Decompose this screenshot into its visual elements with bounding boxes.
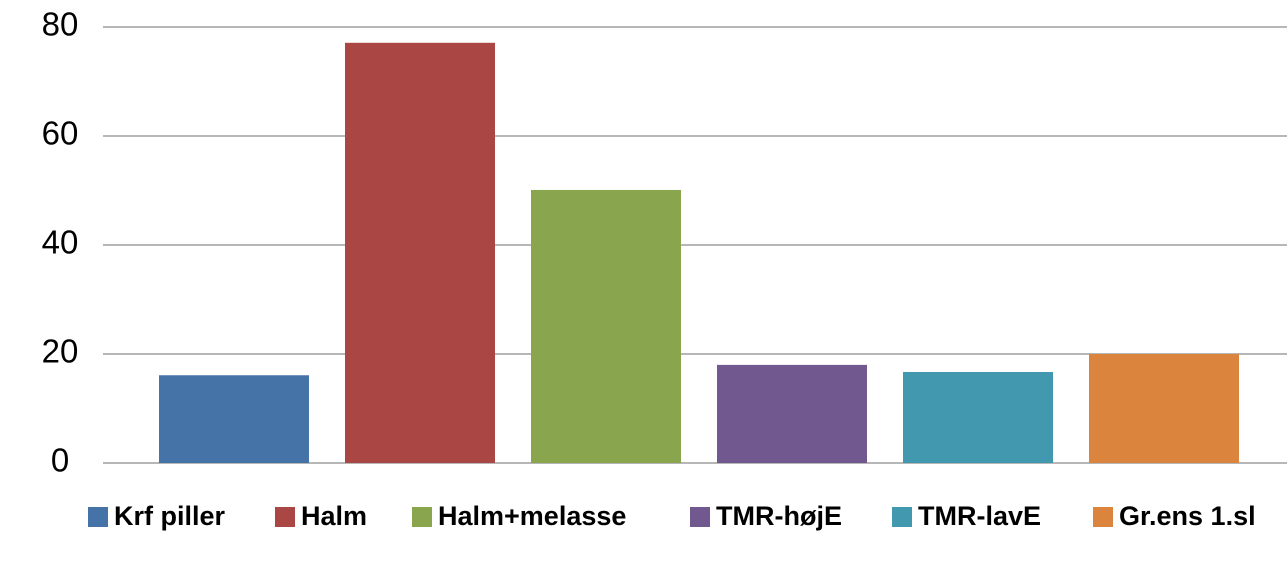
legend-swatch <box>275 507 295 527</box>
legend-swatch <box>1093 507 1113 527</box>
legend-swatch <box>892 507 912 527</box>
y-tick-label: 0 <box>51 442 69 479</box>
y-tick-label: 40 <box>42 224 79 261</box>
legend-swatch <box>88 507 108 527</box>
legend-swatch <box>690 507 710 527</box>
legend-label: TMR-lavE <box>918 501 1041 531</box>
bar <box>345 42 495 464</box>
bar <box>903 371 1053 463</box>
bar <box>531 189 681 463</box>
y-tick-label: 80 <box>42 6 79 43</box>
y-tick-label: 20 <box>42 333 79 370</box>
legend-label: Halm+melasse <box>438 501 626 531</box>
legend-swatch <box>412 507 432 527</box>
legend-label: Krf piller <box>114 501 226 531</box>
bar <box>717 364 867 463</box>
legend-label: Gr.ens 1.sl <box>1119 501 1256 531</box>
y-tick-label: 60 <box>42 115 79 152</box>
bar <box>1089 354 1239 463</box>
legend-label: TMR-højE <box>716 501 842 531</box>
bar <box>159 375 309 463</box>
legend-label: Halm <box>301 501 367 531</box>
